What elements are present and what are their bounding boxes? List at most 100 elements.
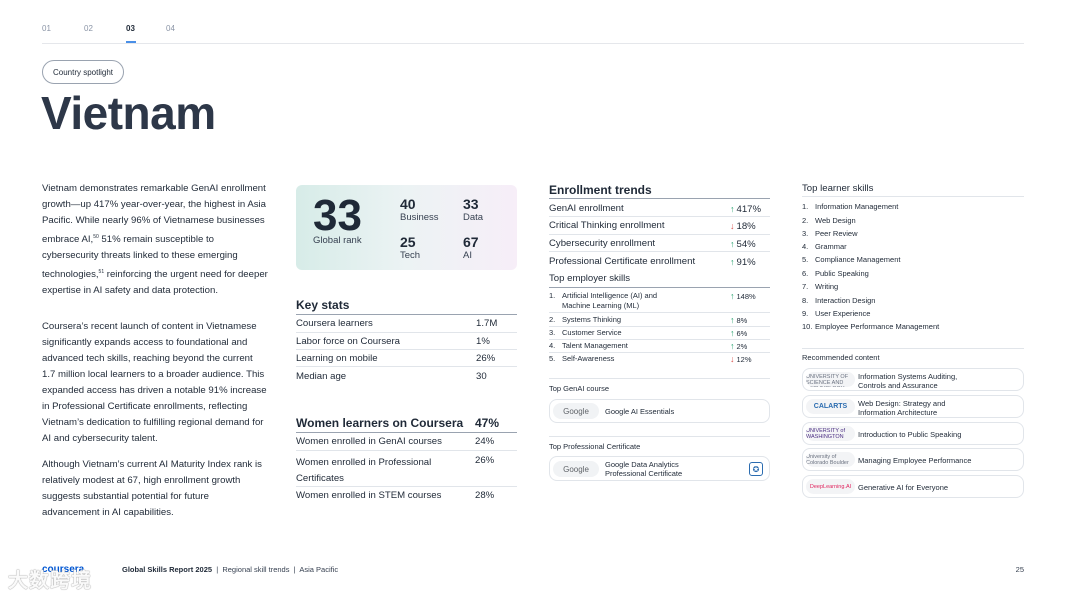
learner-skill-item: 5. Compliance Management: [802, 255, 901, 264]
arrow-down-icon: ↓: [730, 354, 735, 364]
learner-skill-item: 2. Web Design: [802, 216, 856, 225]
recommended-course-card[interactable]: UNIVERSITY of WASHINGTON Introduction to…: [802, 422, 1024, 445]
divider: [549, 339, 770, 340]
nav-item-01[interactable]: 01: [42, 24, 51, 33]
employer-skill-number: 2.: [549, 315, 556, 324]
divider: [802, 196, 1024, 197]
key-stats-title: Key stats: [296, 298, 350, 312]
course-name: Google AI Essentials: [605, 407, 675, 416]
arrow-up-icon: ↑: [730, 341, 735, 351]
divider: [296, 349, 517, 350]
key-stat-value: 1.7M: [476, 318, 498, 329]
nav-item-02[interactable]: 02: [84, 24, 93, 33]
divider: [296, 332, 517, 333]
arrow-up-icon: ↑: [730, 257, 735, 267]
recommended-course-card[interactable]: DeepLearning.AI Generative AI for Everyo…: [802, 475, 1024, 498]
learner-skill-item: 9. User Experience: [802, 309, 871, 318]
employer-skill-value: ↑ 148%: [730, 291, 756, 301]
enrollment-label: Critical Thinking enrollment: [549, 220, 665, 231]
employer-skill-label: Self-Awareness: [562, 354, 615, 363]
footer-breadcrumb: Global Skills Report 2025 | Regional ski…: [122, 565, 339, 574]
section-nav: 01 02 03 04: [42, 24, 1024, 44]
footer-region: Asia Pacific: [299, 565, 339, 574]
employer-skill-value: ↓ 12%: [730, 354, 752, 364]
rank-stat-tech: 25 Tech: [400, 234, 421, 261]
arrow-up-icon: ↑: [730, 315, 735, 325]
country-spotlight-pill: Country spotlight: [42, 60, 124, 84]
divider: [549, 312, 770, 313]
global-rank-label: Global rank: [313, 235, 362, 246]
course-name: Google Data Analytics Professional Certi…: [605, 460, 683, 478]
global-rank-value: 33: [313, 191, 362, 240]
divider: [549, 234, 770, 235]
cu-boulder-logo: University of Colorado Boulder: [806, 452, 855, 467]
rank-stat-ai: 67 AI: [463, 234, 479, 261]
recommended-course-name: Introduction to Public Speaking: [858, 430, 962, 439]
women-stat-value: 24%: [475, 436, 495, 447]
key-stat-label: Learning on mobile: [296, 353, 378, 364]
footer-section: Regional skill trends: [222, 565, 290, 574]
learner-skill-item: 10. Employee Performance Management: [802, 322, 940, 331]
enrollment-value: ↓ 18%: [730, 221, 756, 232]
employer-skills-title: Top employer skills: [549, 273, 631, 284]
employer-skill-label: Systems Thinking: [562, 315, 622, 324]
women-stat-value: 28%: [475, 490, 495, 501]
top-certificate-card[interactable]: Google Google Data Analytics Professiona…: [549, 456, 770, 481]
women-stat-label: Women enrolled in Professional Certifica…: [296, 457, 432, 484]
footer: coursera Global Skills Report 2025 | Reg…: [42, 564, 1024, 577]
footer-report: Global Skills Report 2025: [122, 565, 213, 574]
recommended-content-title: Recommended content: [802, 353, 880, 362]
women-stat-label: Women enrolled in STEM courses: [296, 490, 442, 501]
recommended-course-card[interactable]: THE HONG KONG UNIVERSITY OF SCIENCE AND …: [802, 368, 1024, 391]
divider: [296, 486, 517, 487]
learner-skill-item: 7. Writing: [802, 282, 839, 291]
employer-skill-number: 4.: [549, 341, 556, 350]
nav-item-03[interactable]: 03: [126, 24, 135, 33]
employer-skill-value: ↑ 2%: [730, 341, 748, 351]
learner-skill-item: 6. Public Speaking: [802, 269, 869, 278]
divider: [549, 352, 770, 353]
divider: [549, 216, 770, 217]
recommended-course-name: Information Systems Auditing, Controls a…: [858, 372, 958, 390]
women-learners-title: Women learners on Coursera: [296, 416, 464, 430]
divider: [549, 251, 770, 252]
key-stat-label: Median age: [296, 371, 347, 382]
arrow-up-icon: ↑: [730, 204, 735, 214]
coursera-logo: coursera: [42, 564, 85, 575]
employer-skill-value: ↑ 6%: [730, 328, 748, 338]
watermark: 大数跨境: [8, 570, 92, 592]
certificate-badge-icon: ✪: [749, 462, 763, 476]
nav-item-04[interactable]: 04: [166, 24, 175, 33]
enrollment-value: ↑ 417%: [730, 204, 762, 215]
women-stat-value: 26%: [475, 455, 495, 466]
divider: [549, 378, 770, 379]
women-stat-label: Women enrolled in GenAI courses: [296, 436, 442, 447]
employer-skill-label: Artificial Intelligence (AI) and Machine…: [562, 291, 658, 310]
employer-skills-rule: [549, 287, 770, 288]
enrollment-label: Professional Certificate enrollment: [549, 256, 696, 267]
enrollment-value: ↑ 54%: [730, 239, 756, 250]
top-genai-course-title: Top GenAI course: [549, 384, 610, 393]
learner-skill-item: 3. Peer Review: [802, 229, 858, 238]
calarts-logo: CALARTS: [806, 399, 855, 414]
recommended-course-card[interactable]: CALARTS Web Design: Strategy and Informa…: [802, 395, 1024, 418]
employer-skill-number: 1.: [549, 291, 556, 300]
learner-skill-item: 1. Information Management: [802, 202, 899, 211]
employer-skill-value: ↑ 8%: [730, 315, 748, 325]
top-genai-course-card[interactable]: Google Google AI Essentials: [549, 399, 770, 423]
recommended-course-card[interactable]: University of Colorado Boulder Managing …: [802, 448, 1024, 471]
arrow-up-icon: ↑: [730, 291, 735, 301]
nav-active-indicator: [126, 41, 136, 43]
key-stat-label: Coursera learners: [296, 318, 373, 329]
enrollment-trends-title: Enrollment trends: [549, 183, 652, 197]
enrollment-label: GenAI enrollment: [549, 203, 624, 214]
recommended-course-name: Web Design: Strategy and Information Arc…: [858, 399, 946, 417]
rank-stat-data: 33 Data: [463, 196, 484, 223]
learner-skill-item: 4. Grammar: [802, 242, 847, 251]
page-number: 25: [1015, 565, 1024, 574]
divider: [549, 436, 770, 437]
enrollment-label: Cybersecurity enrollment: [549, 238, 656, 249]
women-learners-value: 47%: [475, 416, 500, 430]
divider: [549, 326, 770, 327]
arrow-up-icon: ↑: [730, 239, 735, 249]
